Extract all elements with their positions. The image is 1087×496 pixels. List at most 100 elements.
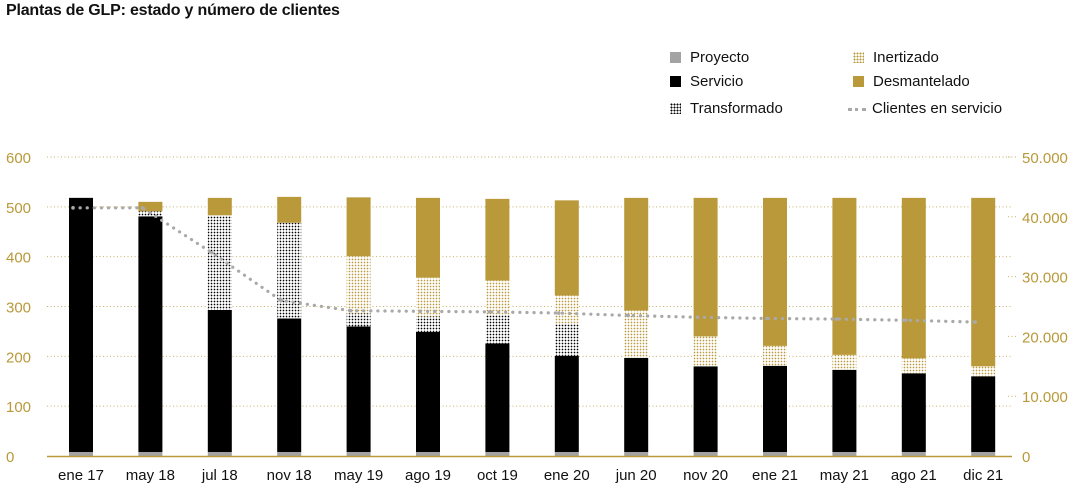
bar-proyecto: [693, 452, 718, 456]
bar-desmantelado: [138, 201, 163, 212]
legend-desmantelado: Desmantelado: [853, 73, 970, 90]
legend-swatch-inertizado: [853, 52, 864, 63]
legend-label-proyecto: Proyecto: [690, 49, 750, 66]
bar-transformado: [554, 324, 579, 356]
bar-servicio: [971, 376, 996, 453]
clientes-line: [71, 206, 977, 324]
clientes-point: [973, 320, 977, 324]
legend-clientes: Clientes en servicio: [848, 100, 1002, 117]
x-tick-label: may 21: [820, 467, 869, 484]
bar-desmantelado: [832, 197, 857, 355]
bar-desmantelado: [485, 198, 510, 281]
x-tick-label: ene 21: [752, 467, 798, 484]
bar-transformado: [277, 222, 302, 319]
bar-servicio: [69, 197, 93, 453]
bar-desmantelado: [277, 196, 302, 223]
clientes-point: [626, 313, 630, 318]
bar-servicio: [346, 326, 371, 453]
x-tick-label: may 18: [126, 467, 175, 484]
legend-swatch-servicio: [670, 76, 681, 87]
bar-proyecto: [901, 452, 926, 456]
legend-label-servicio: Servicio: [690, 73, 744, 90]
legend-label-desmantelado: Desmantelado: [873, 73, 970, 90]
bar-servicio: [277, 318, 302, 453]
bar-proyecto: [763, 452, 787, 456]
y-right-tick-label: 10.000: [1022, 389, 1068, 406]
x-tick-label: nov 18: [267, 467, 312, 484]
legend-swatch-proyecto: [670, 52, 681, 63]
chart-title: Plantas de GLP: estado y número de clien…: [6, 2, 340, 19]
y-right-tick-label: 0: [1022, 449, 1030, 466]
bar-desmantelado: [901, 197, 926, 359]
x-tick-label: ago 21: [891, 467, 937, 484]
axes: 0 100 200 300 400 500 600 0 10.000 20.000 30.000 40…: [6, 150, 1068, 484]
y-left-tick-label: 500: [6, 200, 31, 217]
bar-desmantelado: [416, 197, 440, 278]
bar-proyecto: [554, 452, 579, 456]
bar-inertizado: [346, 256, 371, 314]
legend-swatch-clientes: [848, 103, 866, 114]
y-right-tick-label: 50.000: [1022, 150, 1068, 167]
bar-inertizado: [901, 358, 926, 374]
bar-servicio: [416, 331, 440, 453]
x-tick-label: dic 21: [963, 467, 1003, 484]
x-tick-label: ene 17: [58, 467, 104, 484]
clientes-point: [348, 308, 353, 313]
bar-proyecto: [832, 452, 857, 456]
x-tick-label: may 19: [334, 467, 383, 484]
x-tick-label: ago 19: [405, 467, 451, 484]
y-left-tick-label: 600: [6, 150, 31, 167]
bar-servicio: [832, 369, 857, 453]
bar-servicio: [138, 216, 163, 453]
y-right-tick-label: 20.000: [1022, 329, 1068, 346]
bar-proyecto: [69, 452, 93, 456]
clientes-point: [557, 311, 561, 315]
legend-inertizado: Inertizado: [853, 49, 939, 66]
legend-swatch-transformado: [670, 103, 681, 114]
bar-servicio: [554, 355, 579, 453]
grid-lines: [47, 156, 1016, 407]
clientes-point: [904, 318, 908, 323]
clientes-point: [279, 298, 284, 303]
bar-servicio: [693, 366, 718, 453]
bar-inertizado: [763, 345, 787, 366]
legend-transformado: Transformado: [670, 100, 783, 117]
bar-inertizado: [554, 295, 579, 325]
clientes-point: [71, 206, 75, 210]
legend-proyecto: Proyecto: [670, 49, 749, 66]
bar-servicio: [485, 343, 510, 453]
bar-desmantelado: [554, 200, 579, 296]
bar-desmantelado: [624, 197, 649, 311]
legend-label-clientes: Clientes en servicio: [872, 100, 1003, 117]
clientes-point: [487, 310, 492, 314]
bar-desmantelado: [971, 197, 996, 367]
x-tick-label: nov 20: [683, 467, 728, 484]
bar-inertizado: [832, 354, 857, 370]
bar-inertizado: [693, 336, 718, 367]
clientes-point: [834, 317, 839, 321]
bar-proyecto: [416, 452, 440, 456]
bar-transformado: [416, 316, 440, 332]
bar-servicio: [901, 373, 926, 453]
legend-swatch-desmantelado: [853, 76, 864, 87]
bar-desmantelado: [207, 197, 232, 216]
clientes-point: [418, 309, 422, 314]
bar-proyecto: [971, 452, 996, 456]
bars: [69, 196, 996, 456]
legend-label-inertizado: Inertizado: [873, 49, 939, 66]
bar-proyecto: [624, 452, 649, 456]
bar-transformado: [485, 314, 510, 344]
bar-proyecto: [346, 452, 371, 456]
y-right-tick-label: 40.000: [1022, 210, 1068, 227]
bar-proyecto: [138, 452, 163, 456]
legend-label-transformado: Transformado: [690, 100, 783, 117]
bar-servicio: [763, 365, 787, 453]
x-tick-label: jul 18: [201, 467, 238, 484]
y-left-tick-label: 300: [6, 300, 31, 317]
x-tick-label: oct 19: [477, 467, 518, 484]
bar-desmantelado: [693, 197, 718, 337]
bar-servicio: [624, 357, 649, 453]
bar-inertizado: [485, 280, 510, 315]
y-left-tick-label: 400: [6, 250, 31, 267]
bar-inertizado: [971, 366, 996, 377]
